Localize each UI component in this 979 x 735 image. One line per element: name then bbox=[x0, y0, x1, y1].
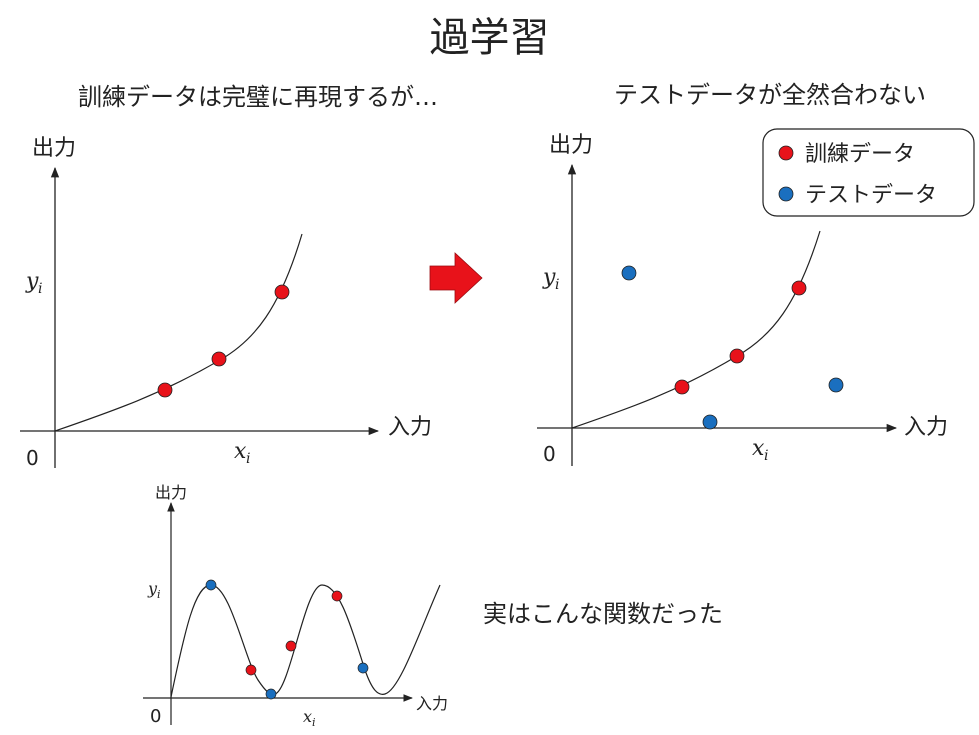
legend-train-label: 訓練データ bbox=[805, 142, 915, 167]
legend-box bbox=[762, 128, 975, 217]
right-arrow-icon bbox=[429, 252, 483, 304]
train-point bbox=[157, 382, 173, 398]
y-i-label: y i bbox=[147, 579, 161, 601]
train-point bbox=[285, 640, 297, 652]
train-point bbox=[331, 590, 343, 602]
true-function-curve bbox=[170, 584, 441, 698]
x-axis-label: 入力 bbox=[416, 694, 448, 713]
y-symbol: y bbox=[542, 265, 556, 290]
x-symbol: x bbox=[303, 707, 312, 726]
fit-curve bbox=[54, 233, 303, 432]
train-point bbox=[729, 348, 745, 364]
y-subscript: i bbox=[157, 588, 161, 601]
subtitle-left: 訓練データは完璧に再現するが… bbox=[78, 83, 438, 111]
x-subscript: i bbox=[246, 451, 250, 467]
train-point bbox=[245, 664, 257, 676]
x-symbol: x bbox=[234, 439, 247, 464]
x-i-label: x i bbox=[752, 436, 768, 464]
x-i-label: x i bbox=[303, 707, 316, 729]
test-point bbox=[265, 688, 277, 700]
train-point bbox=[791, 280, 807, 296]
y-axis-label: 出力 bbox=[32, 136, 76, 161]
panel-train-fit: 出力 入力 0 y i x i bbox=[20, 136, 432, 470]
x-subscript: i bbox=[764, 448, 768, 464]
origin-label: 0 bbox=[26, 446, 39, 470]
x-axis-label: 入力 bbox=[388, 415, 432, 440]
origin-label: 0 bbox=[543, 442, 556, 466]
legend-test-label: テストデータ bbox=[805, 183, 937, 208]
legend-test-marker bbox=[778, 186, 794, 202]
y-axis-label: 出力 bbox=[549, 133, 593, 158]
test-point bbox=[828, 377, 844, 393]
y-i-label: y i bbox=[542, 265, 559, 293]
y-axis-label: 出力 bbox=[155, 483, 187, 502]
panel-test-mismatch: 出力 入力 0 y i x i bbox=[537, 133, 948, 466]
origin-label: 0 bbox=[150, 706, 161, 727]
legend: 訓練データ テストデータ bbox=[762, 128, 975, 217]
y-symbol: y bbox=[147, 579, 158, 598]
subtitle-right: テストデータが全然合わない bbox=[614, 81, 926, 109]
test-point bbox=[357, 662, 369, 674]
panel-true-function: 出力 入力 0 y i x i bbox=[143, 483, 448, 729]
fit-curve bbox=[571, 230, 821, 429]
page-title: 過学習 bbox=[429, 15, 550, 61]
bottom-caption: 実はこんな関数だった bbox=[483, 600, 723, 628]
test-point bbox=[621, 265, 637, 281]
test-point bbox=[702, 414, 718, 430]
x-axis-label: 入力 bbox=[904, 415, 948, 440]
x-i-label: x i bbox=[234, 439, 250, 467]
y-subscript: i bbox=[38, 281, 42, 297]
train-point bbox=[674, 379, 690, 395]
y-symbol: y bbox=[25, 269, 39, 294]
test-point bbox=[205, 579, 217, 591]
train-point bbox=[274, 284, 290, 300]
x-subscript: i bbox=[312, 716, 316, 729]
y-i-label: y i bbox=[25, 269, 42, 297]
y-subscript: i bbox=[555, 277, 559, 293]
x-symbol: x bbox=[752, 436, 765, 461]
train-point bbox=[211, 351, 227, 367]
legend-train-marker bbox=[778, 145, 794, 161]
